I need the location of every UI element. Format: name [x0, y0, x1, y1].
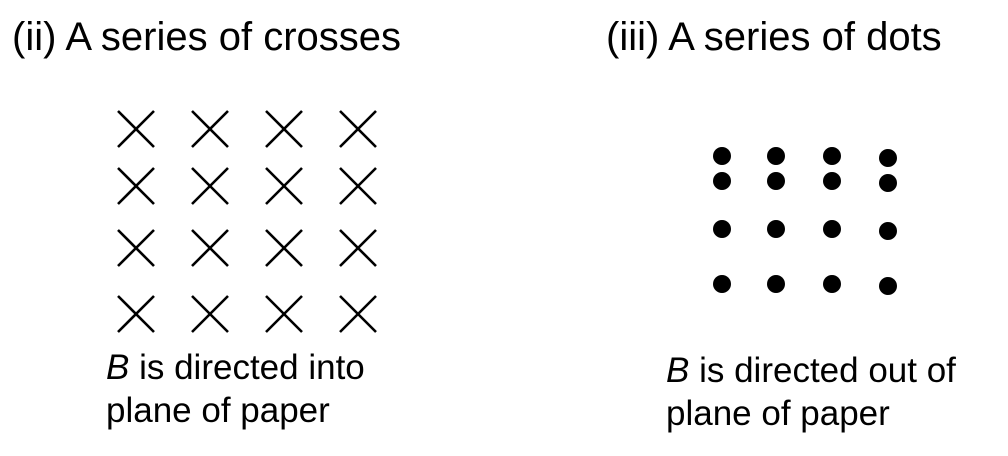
cross-icon [339, 167, 377, 205]
cross-icon [339, 110, 377, 148]
crosses-panel-heading: (ii) A series of crosses [12, 15, 402, 59]
dot-icon [823, 147, 841, 165]
cross-icon [265, 110, 303, 148]
cross-icon [117, 110, 155, 148]
dot-icon [823, 220, 841, 238]
field-variable-b: B [106, 348, 130, 387]
cross-icon [339, 295, 377, 333]
cross-icon [191, 295, 229, 333]
caption-line-1: is directed out of [689, 351, 956, 390]
dot-icon [823, 172, 841, 190]
cross-icon [191, 167, 229, 205]
cross-icon [265, 167, 303, 205]
dot-icon [713, 275, 731, 293]
cross-icon [117, 229, 155, 267]
dot-icon [713, 172, 731, 190]
dots-panel-caption: B is directed out of plane of paper [666, 349, 956, 435]
dots-panel-heading: (iii) A series of dots [606, 15, 942, 59]
dot-icon [767, 220, 785, 238]
cross-icon [339, 229, 377, 267]
cross-icon [191, 110, 229, 148]
dot-icon [767, 275, 785, 293]
dots-grid [713, 147, 897, 295]
caption-line-2: plane of paper [666, 394, 890, 433]
dot-icon [879, 222, 897, 240]
dot-icon [713, 220, 731, 238]
cross-icon [265, 295, 303, 333]
cross-icon [265, 229, 303, 267]
cross-icon [117, 167, 155, 205]
caption-line-2: plane of paper [106, 391, 330, 430]
cross-icon [117, 295, 155, 333]
dot-icon [767, 172, 785, 190]
caption-line-1: is directed into [129, 348, 365, 387]
dot-icon [879, 174, 897, 192]
dot-icon [767, 147, 785, 165]
crosses-grid [117, 110, 377, 333]
cross-icon [191, 229, 229, 267]
dot-icon [823, 275, 841, 293]
dot-icon [713, 147, 731, 165]
dot-icon [879, 149, 897, 167]
crosses-panel-caption: B is directed into plane of paper [106, 346, 365, 432]
field-variable-b: B [666, 351, 690, 390]
dot-icon [879, 277, 897, 295]
